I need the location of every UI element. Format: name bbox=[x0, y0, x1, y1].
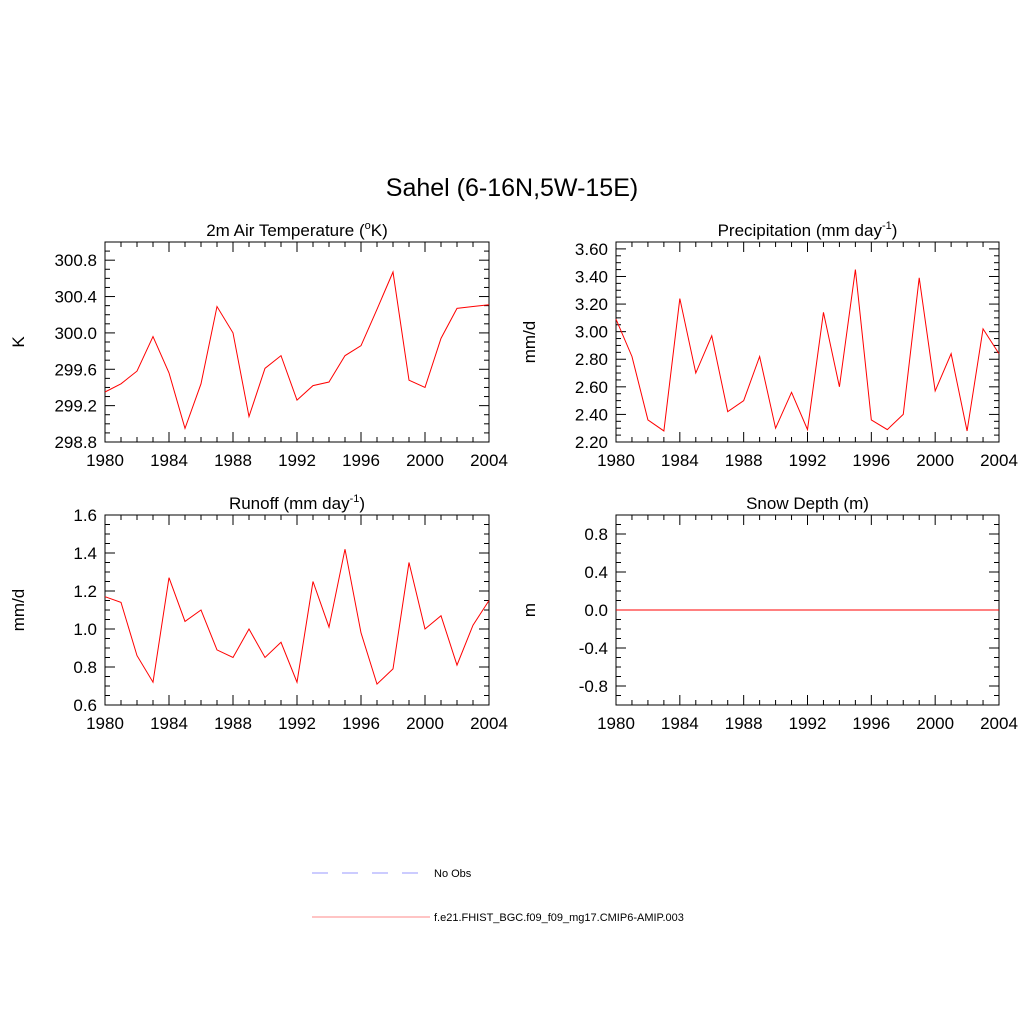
series-line bbox=[615, 269, 1000, 432]
y-tick-label: 2.40 bbox=[575, 405, 608, 424]
y-tick-label: 2.20 bbox=[575, 433, 608, 452]
x-tick-label: 1992 bbox=[278, 714, 316, 733]
y-tick-label: 0.0 bbox=[584, 601, 608, 620]
panel-4: 1980 1984 1988 1992 1996 2000 2004 -0.8 -0.4 0.0 0… bbox=[520, 494, 1018, 733]
x-tick-label: 2000 bbox=[916, 714, 954, 733]
y-tick-label: -0.4 bbox=[579, 639, 608, 658]
y-tick-label: 1.2 bbox=[73, 582, 97, 601]
y-tick-label: 3.00 bbox=[575, 323, 608, 342]
y-tick-label: 2.60 bbox=[575, 378, 608, 397]
x-tick-label: 1996 bbox=[852, 714, 890, 733]
x-tick-label: 1988 bbox=[725, 714, 763, 733]
y-tick-label: 2.80 bbox=[575, 350, 608, 369]
panels: 1980 1984 1988 1992 1996 2000 2004 298.8 299.2 29… bbox=[9, 220, 1018, 733]
figure-title: Sahel (6-16N,5W-15E) bbox=[386, 174, 638, 202]
x-tick-label: 1988 bbox=[725, 451, 763, 470]
x-tick-label: 2004 bbox=[470, 714, 508, 733]
y-tick-label: 3.40 bbox=[575, 267, 608, 286]
x-tick-label: 1988 bbox=[214, 714, 252, 733]
panel-2: 1980 1984 1988 1992 1996 2000 2004 2.20 2.40 2.60… bbox=[520, 220, 1018, 470]
y-tick-label: 300.4 bbox=[54, 288, 97, 307]
x-tick-label: 1980 bbox=[86, 714, 124, 733]
y-tick-label: 298.8 bbox=[54, 433, 97, 452]
x-tick-label: 2004 bbox=[470, 451, 508, 470]
plot-frame bbox=[104, 514, 490, 706]
y-axis-label: m bbox=[520, 603, 539, 617]
x-tick-label: 1996 bbox=[342, 451, 380, 470]
y-tick-label: 3.60 bbox=[575, 240, 608, 259]
plot-frame bbox=[104, 241, 490, 443]
x-tick-label: 1992 bbox=[789, 451, 827, 470]
x-tick-label: 1992 bbox=[278, 451, 316, 470]
x-tick-label: 2000 bbox=[406, 714, 444, 733]
y-tick-label: -0.8 bbox=[579, 677, 608, 696]
y-axis-label: mm/d bbox=[520, 321, 539, 364]
x-tick-label: 1992 bbox=[789, 714, 827, 733]
x-tick-label: 1980 bbox=[86, 451, 124, 470]
x-tick-label: 1996 bbox=[852, 451, 890, 470]
y-tick-label: 1.4 bbox=[73, 544, 97, 563]
panel-1: 1980 1984 1988 1992 1996 2000 2004 298.8 299.2 29… bbox=[9, 220, 508, 470]
y-tick-label: 0.6 bbox=[73, 696, 97, 715]
y-tick-label: 299.6 bbox=[54, 360, 97, 379]
panel-3: 1980 1984 1988 1992 1996 2000 2004 0.6 0.8 1.0 1.2… bbox=[9, 493, 508, 733]
x-tick-label: 1984 bbox=[150, 714, 188, 733]
panel-title: 2m Air Temperature (oK) bbox=[206, 220, 388, 240]
panel-title: Precipitation (mm day-1) bbox=[718, 220, 898, 240]
y-axis-label: K bbox=[9, 336, 28, 348]
x-tick-label: 1984 bbox=[661, 714, 699, 733]
x-tick-label: 1984 bbox=[661, 451, 699, 470]
x-tick-label: 1980 bbox=[597, 714, 635, 733]
x-tick-label: 2000 bbox=[916, 451, 954, 470]
y-tick-label: 1.0 bbox=[73, 620, 97, 639]
x-tick-label: 1988 bbox=[214, 451, 252, 470]
panel-title: Snow Depth (m) bbox=[746, 494, 869, 513]
y-tick-label: 0.4 bbox=[584, 563, 608, 582]
panel-title: Runoff (mm day-1) bbox=[229, 493, 365, 513]
x-tick-label: 1996 bbox=[342, 714, 380, 733]
x-tick-label: 2004 bbox=[980, 714, 1018, 733]
legend-model-label: f.e21.FHIST_BGC.f09_f09_mg17.CMIP6-AMIP.… bbox=[434, 912, 684, 924]
y-tick-label: 299.2 bbox=[54, 397, 97, 416]
series-line bbox=[104, 270, 490, 430]
x-tick-label: 1980 bbox=[597, 451, 635, 470]
y-tick-label: 0.8 bbox=[73, 658, 97, 677]
y-tick-label: 300.0 bbox=[54, 324, 97, 343]
y-axis-label: mm/d bbox=[9, 589, 28, 632]
legend-obs-label: No Obs bbox=[434, 868, 472, 880]
legend: No Obs f.e21.FHIST_BGC.f09_f09_mg17.CMIP… bbox=[312, 868, 684, 924]
x-tick-label: 2000 bbox=[406, 451, 444, 470]
series-line bbox=[104, 549, 490, 686]
y-tick-label: 1.6 bbox=[73, 506, 97, 525]
y-tick-label: 3.20 bbox=[575, 295, 608, 314]
x-tick-label: 2004 bbox=[980, 451, 1018, 470]
plot-frame bbox=[615, 241, 1000, 443]
x-tick-label: 1984 bbox=[150, 451, 188, 470]
y-tick-label: 0.8 bbox=[584, 525, 608, 544]
y-tick-label: 300.8 bbox=[54, 251, 97, 270]
